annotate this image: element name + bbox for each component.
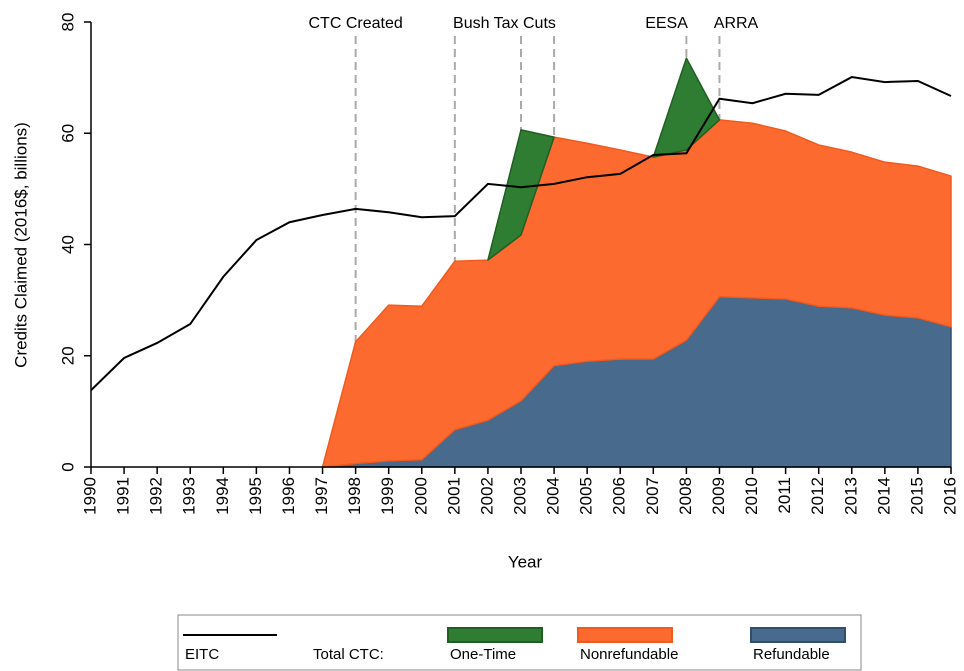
y-tick-label: 80 — [58, 13, 77, 32]
legend-label: EITC — [185, 646, 219, 663]
x-axis-label: Year — [508, 552, 543, 571]
x-tick-label: 2016 — [940, 477, 959, 515]
x-tick-label: 2004 — [544, 477, 563, 515]
x-tick-label: 2002 — [477, 477, 496, 515]
y-axis-label: Credits Claimed (2016$, billions) — [11, 122, 30, 368]
legend-key — [750, 627, 846, 643]
legend-key — [577, 627, 673, 643]
annotation: EESA — [645, 15, 688, 32]
area — [487, 57, 721, 261]
y-tick-label: 20 — [58, 346, 77, 365]
x-tick-label: 1999 — [378, 477, 397, 515]
x-tick-label: 1998 — [345, 477, 364, 515]
x-tick-label: 2010 — [742, 477, 761, 515]
x-tick-label: 2009 — [709, 477, 728, 515]
legend-label: Refundable — [753, 646, 830, 663]
x-tick-label: 2008 — [676, 477, 695, 515]
x-tick-label: 2012 — [808, 477, 827, 515]
y-tick-label: 40 — [58, 235, 77, 254]
legend-title: Total CTC: — [313, 646, 384, 663]
y-tick-label: 0 — [58, 462, 77, 471]
x-tick-label: 2011 — [775, 477, 794, 514]
x-tick-label: 1994 — [213, 477, 232, 515]
x-tick-label: 1993 — [180, 477, 199, 515]
x-tick-label: 2007 — [643, 477, 662, 515]
legend-label: One-Time — [450, 646, 516, 663]
x-tick-label: 1991 — [114, 477, 133, 515]
annotation: ARRA — [714, 15, 759, 32]
x-tick-label: 2003 — [510, 477, 529, 515]
x-tick-label: 1995 — [246, 477, 265, 515]
x-tick-label: 1996 — [279, 477, 298, 515]
x-tick-label: 1992 — [147, 477, 166, 515]
x-tick-label: 1997 — [312, 477, 331, 515]
x-tick-label: 2000 — [411, 477, 430, 515]
x-tick-label: 2006 — [610, 477, 629, 515]
annotation: CTC Created — [308, 15, 402, 32]
x-tick-label: 2014 — [874, 477, 893, 515]
x-tick-label: 1990 — [80, 477, 99, 515]
x-tick-label: 2015 — [907, 477, 926, 515]
y-tick-label: 60 — [58, 124, 77, 143]
legend-label: Nonrefundable — [580, 646, 678, 663]
x-tick-label: 2005 — [577, 477, 596, 515]
line — [90, 76, 952, 391]
x-tick-label: 2013 — [841, 477, 860, 515]
x-tick-label: 2001 — [444, 477, 463, 515]
legend-key — [447, 627, 543, 643]
annotation: Bush Tax Cuts — [453, 15, 556, 32]
